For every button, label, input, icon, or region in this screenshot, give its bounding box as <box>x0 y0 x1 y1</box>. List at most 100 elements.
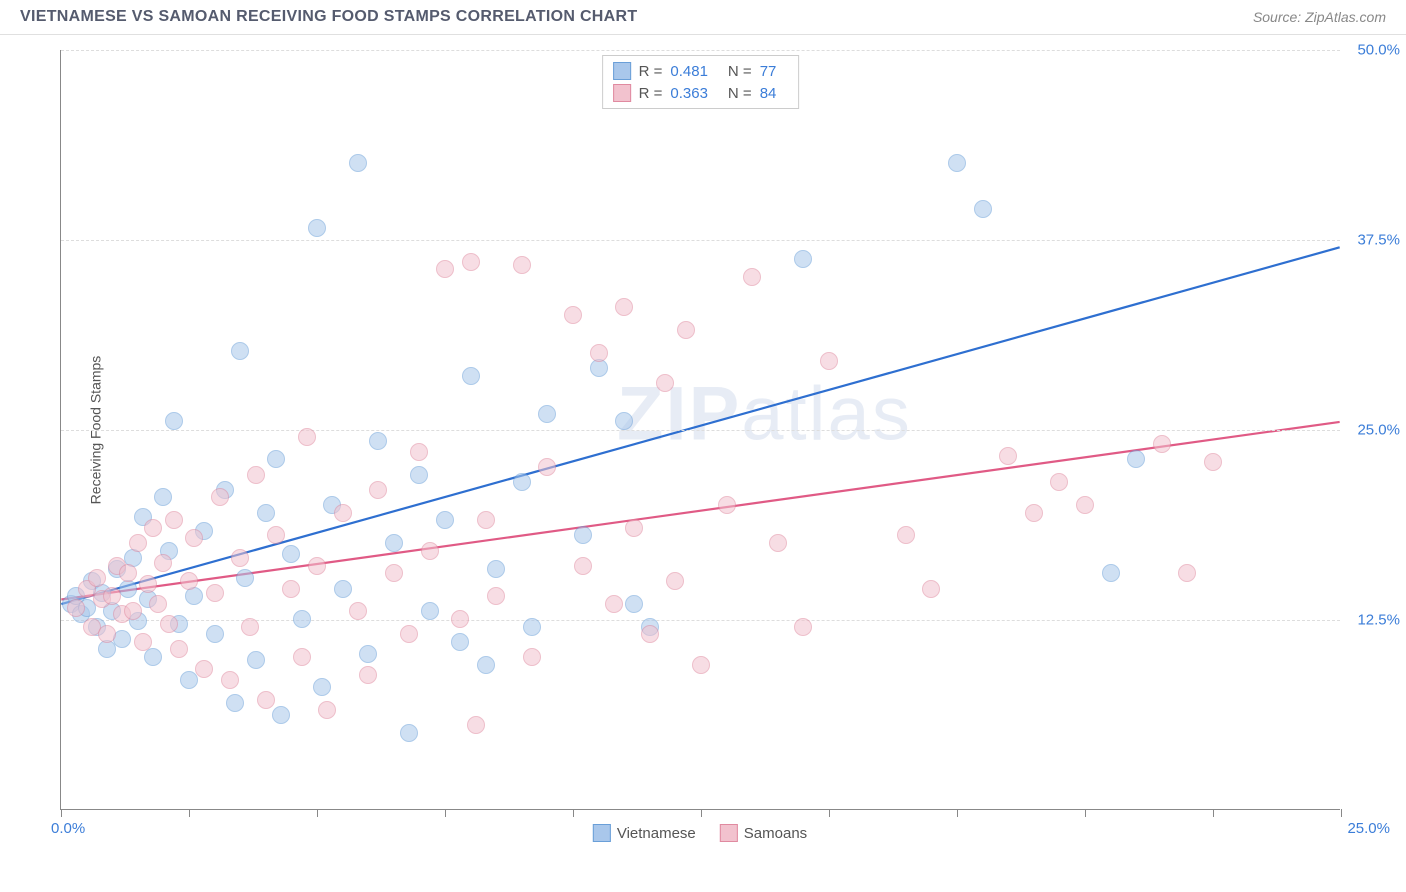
data-point-vietnamese <box>513 473 531 491</box>
data-point-vietnamese <box>538 405 556 423</box>
x-tick <box>189 809 190 817</box>
data-point-samoans <box>922 580 940 598</box>
data-point-samoans <box>231 549 249 567</box>
data-point-samoans <box>1050 473 1068 491</box>
data-point-samoans <box>421 542 439 560</box>
data-point-vietnamese <box>349 154 367 172</box>
data-point-samoans <box>656 374 674 392</box>
data-point-samoans <box>410 443 428 461</box>
data-point-vietnamese <box>487 560 505 578</box>
data-point-vietnamese <box>206 625 224 643</box>
data-point-vietnamese <box>625 595 643 613</box>
data-point-vietnamese <box>272 706 290 724</box>
data-point-samoans <box>139 575 157 593</box>
data-point-samoans <box>211 488 229 506</box>
data-point-samoans <box>1025 504 1043 522</box>
data-point-samoans <box>247 466 265 484</box>
data-point-samoans <box>1204 453 1222 471</box>
data-point-samoans <box>282 580 300 598</box>
data-point-vietnamese <box>794 250 812 268</box>
data-point-samoans <box>1178 564 1196 582</box>
data-point-samoans <box>436 260 454 278</box>
data-point-vietnamese <box>385 534 403 552</box>
data-point-samoans <box>538 458 556 476</box>
x-tick <box>573 809 574 817</box>
data-point-samoans <box>999 447 1017 465</box>
data-point-samoans <box>144 519 162 537</box>
data-point-samoans <box>369 481 387 499</box>
swatch-vietnamese <box>613 62 631 80</box>
data-point-vietnamese <box>180 671 198 689</box>
data-point-vietnamese <box>369 432 387 450</box>
data-point-vietnamese <box>267 450 285 468</box>
data-point-samoans <box>298 428 316 446</box>
n-value-vietnamese: 77 <box>760 63 777 80</box>
y-tick-label: 50.0% <box>1357 42 1400 59</box>
data-point-samoans <box>308 557 326 575</box>
data-point-samoans <box>820 352 838 370</box>
data-point-samoans <box>462 253 480 271</box>
x-tick <box>1085 809 1086 817</box>
data-point-samoans <box>195 660 213 678</box>
data-point-vietnamese <box>144 648 162 666</box>
data-point-vietnamese <box>421 602 439 620</box>
data-point-samoans <box>769 534 787 552</box>
swatch-samoans <box>613 84 631 102</box>
y-tick-label: 37.5% <box>1357 232 1400 249</box>
data-point-samoans <box>241 618 259 636</box>
legend-item-samoans: Samoans <box>720 824 807 842</box>
data-point-samoans <box>170 640 188 658</box>
data-point-samoans <box>692 656 710 674</box>
data-point-samoans <box>124 602 142 620</box>
gridline <box>61 240 1340 241</box>
data-point-samoans <box>185 529 203 547</box>
data-point-samoans <box>605 595 623 613</box>
y-tick-label: 12.5% <box>1357 612 1400 629</box>
y-tick-label: 25.0% <box>1357 422 1400 439</box>
data-point-vietnamese <box>293 610 311 628</box>
data-point-vietnamese <box>359 645 377 663</box>
swatch-samoans <box>720 824 738 842</box>
data-point-samoans <box>641 625 659 643</box>
gridline <box>61 430 1340 431</box>
chart-title: VIETNAMESE VS SAMOAN RECEIVING FOOD STAM… <box>20 8 637 26</box>
x-tick <box>317 809 318 817</box>
data-point-samoans <box>400 625 418 643</box>
data-point-vietnamese <box>154 488 172 506</box>
data-point-samoans <box>523 648 541 666</box>
bottom-legend: Vietnamese Samoans <box>593 824 807 842</box>
r-value-samoans: 0.363 <box>670 85 708 102</box>
data-point-vietnamese <box>615 412 633 430</box>
x-tick-label-origin: 0.0% <box>51 820 85 837</box>
data-point-samoans <box>451 610 469 628</box>
data-point-samoans <box>160 615 178 633</box>
data-point-vietnamese <box>257 504 275 522</box>
data-point-vietnamese <box>226 694 244 712</box>
gridline <box>61 50 1340 51</box>
data-point-samoans <box>149 595 167 613</box>
data-point-samoans <box>359 666 377 684</box>
data-point-vietnamese <box>574 526 592 544</box>
stats-row-samoans: R = 0.363 N = 84 <box>613 82 789 104</box>
swatch-vietnamese <box>593 824 611 842</box>
plot-region: ZIPatlas R = 0.481 N = 77 R = 0.363 N = … <box>60 50 1340 810</box>
x-tick-label-end: 25.0% <box>1347 820 1390 837</box>
n-label: N = <box>728 85 752 102</box>
n-label: N = <box>728 63 752 80</box>
data-point-samoans <box>293 648 311 666</box>
data-point-samoans <box>165 511 183 529</box>
data-point-samoans <box>103 587 121 605</box>
n-value-samoans: 84 <box>760 85 777 102</box>
x-tick <box>61 809 62 817</box>
chart-area: ZIPatlas R = 0.481 N = 77 R = 0.363 N = … <box>60 50 1340 810</box>
data-point-samoans <box>206 584 224 602</box>
legend-label-samoans: Samoans <box>744 825 807 842</box>
x-tick <box>957 809 958 817</box>
data-point-vietnamese <box>282 545 300 563</box>
data-point-samoans <box>487 587 505 605</box>
data-point-vietnamese <box>974 200 992 218</box>
data-point-vietnamese <box>231 342 249 360</box>
data-point-samoans <box>318 701 336 719</box>
x-tick <box>445 809 446 817</box>
data-point-samoans <box>334 504 352 522</box>
